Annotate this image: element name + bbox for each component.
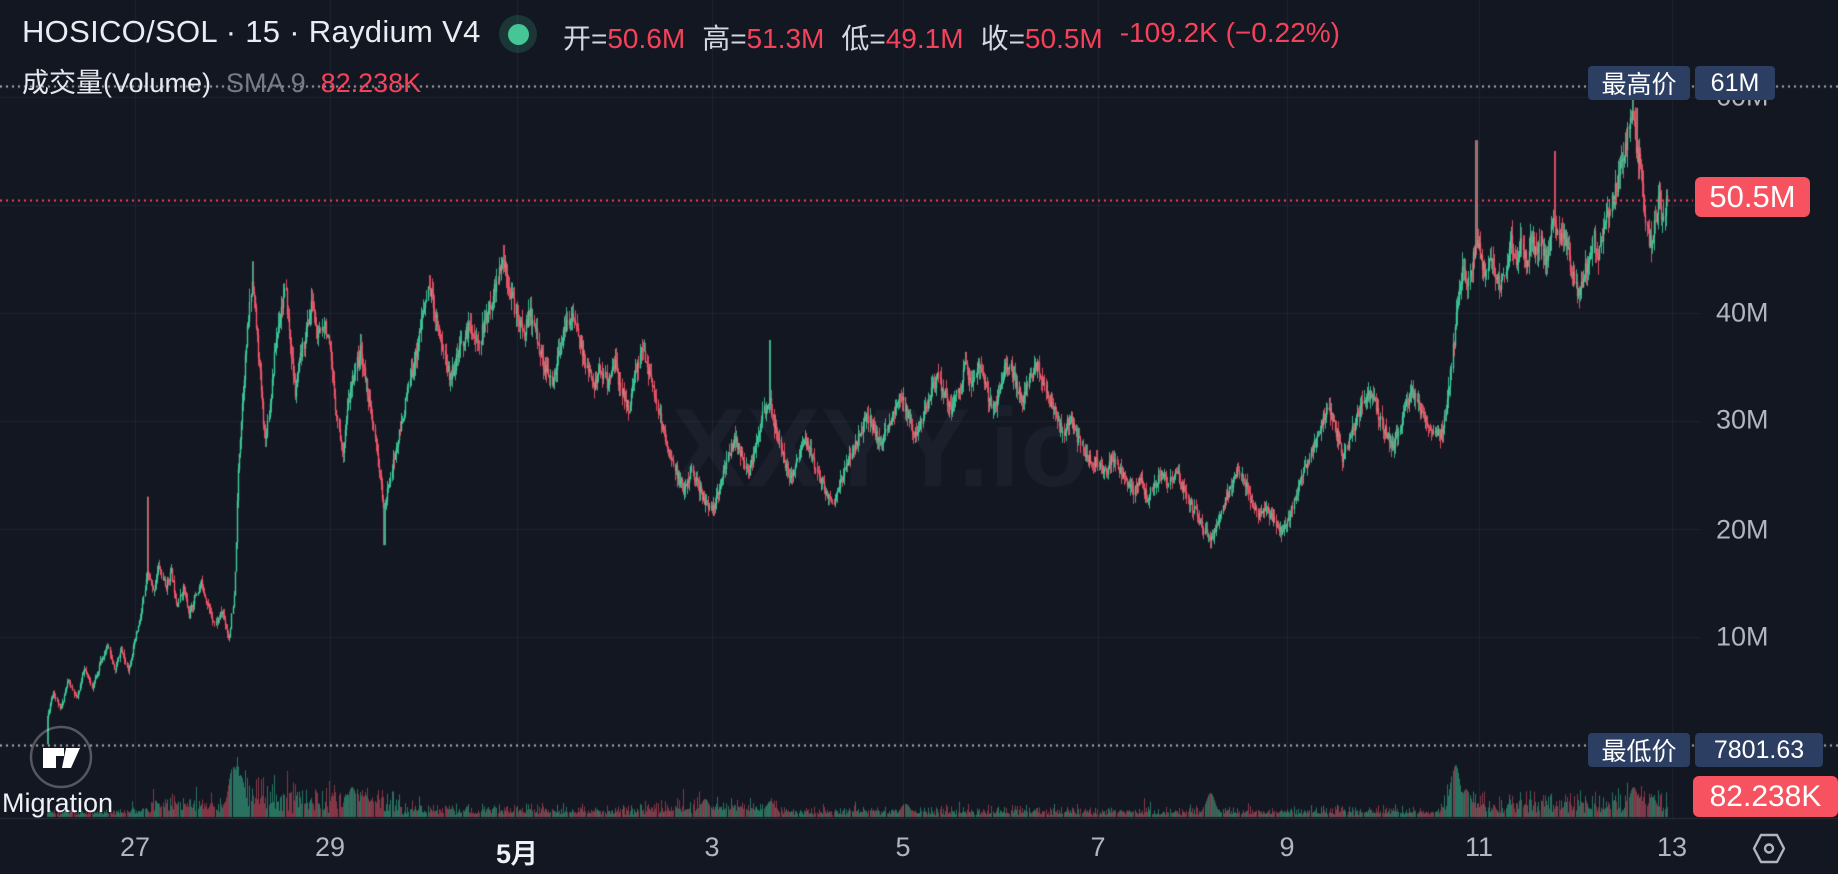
time-axis-label: 9: [1279, 832, 1295, 862]
tradingview-logo-icon[interactable]: [28, 724, 94, 790]
time-axis-label: 5: [895, 832, 911, 862]
change-readout: -109.2K (−0.22%): [1119, 17, 1340, 48]
last-price-tag: 50.5M: [1695, 177, 1810, 217]
ohlc-readout: 开=50.6M 高=51.3M 低=49.1M 收=50.5M -109.2K (−0.…: [563, 17, 1340, 57]
ohlc-field: 开=50.6M: [563, 23, 686, 54]
ohlc-field: 低=49.1M: [841, 23, 964, 54]
price-axis-label: 30M: [1716, 404, 1769, 435]
time-axis-label: 13: [1656, 832, 1688, 862]
symbol-title[interactable]: HOSICO/SOL · 15 · Raydium V4: [22, 14, 481, 49]
time-axis-label: 3: [704, 832, 720, 862]
brand-label[interactable]: Migration: [2, 788, 114, 818]
time-axis-label: 11: [1464, 832, 1494, 862]
ohlc-field: 收=50.5M: [980, 23, 1103, 54]
indicator-value: 82.238K: [320, 68, 422, 98]
indicator-name: 成交量(Volume): [22, 68, 212, 98]
volume-indicator-row[interactable]: 成交量(Volume) SMA 9 82.238K: [22, 61, 421, 100]
session-low-badge: 最低价: [1588, 733, 1690, 767]
price-axis-label: 40M: [1716, 297, 1769, 328]
market-status-dot: [498, 14, 538, 54]
time-axis-label: 29: [314, 832, 346, 862]
session-high-badge: 最高价: [1588, 66, 1690, 100]
ohlc-field: 高=51.3M: [702, 23, 825, 54]
price-axis-label: 10M: [1716, 621, 1769, 652]
indicator-param: SMA 9: [226, 68, 306, 98]
price-axis-label: 20M: [1716, 514, 1769, 545]
time-axis-label: 27: [119, 832, 151, 862]
time-axis-label: 5月: [495, 839, 539, 869]
session-high-value: 61M: [1695, 66, 1775, 100]
time-axis-label: 7: [1090, 832, 1106, 862]
chart-settings-hexagon-icon[interactable]: [1750, 832, 1788, 865]
current-volume-tag: 82.238K: [1693, 776, 1838, 817]
session-low-value: 7801.63: [1695, 733, 1823, 767]
